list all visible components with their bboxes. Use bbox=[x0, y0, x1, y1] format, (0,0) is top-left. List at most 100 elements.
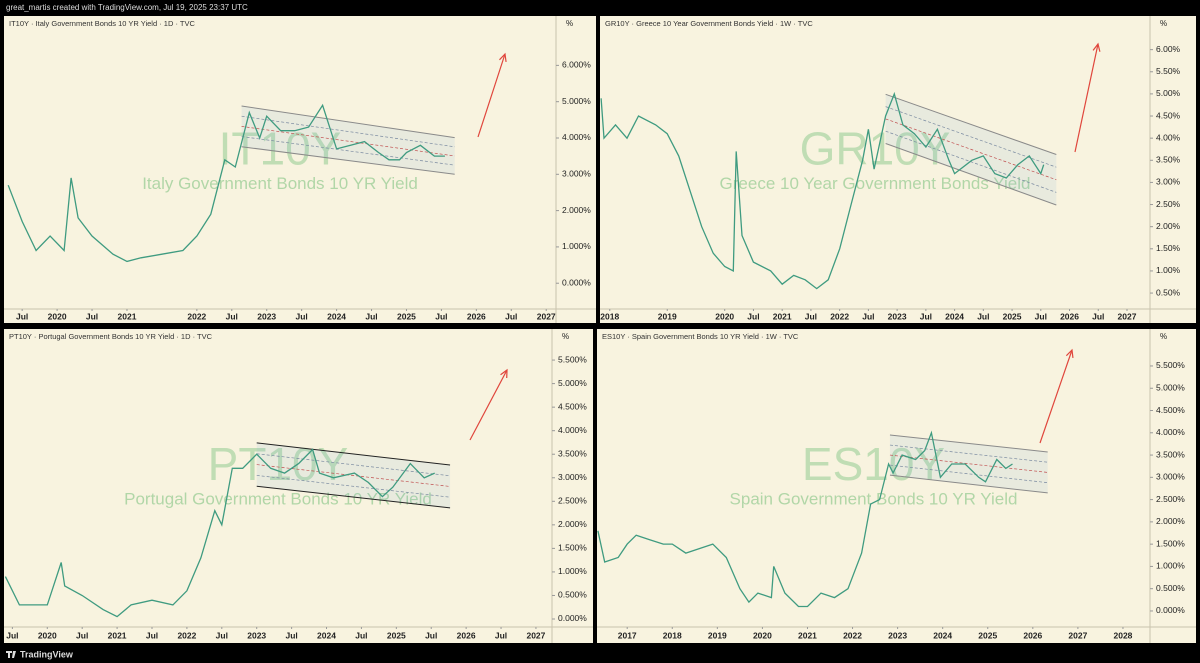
x-tick-label: 2017 bbox=[618, 630, 637, 640]
channel-lower bbox=[885, 142, 1057, 206]
channel-midline bbox=[256, 475, 451, 498]
arrow-head bbox=[1065, 348, 1074, 359]
y-tick-label: 3.00% bbox=[1156, 177, 1181, 187]
arrow bbox=[1039, 349, 1073, 444]
y-axis-label: % bbox=[566, 19, 573, 28]
y-tick-label: 4.00% bbox=[1156, 132, 1181, 142]
x-tick-label: 2024 bbox=[945, 311, 964, 321]
x-tick-label: 2027 bbox=[526, 630, 545, 640]
x-tick-label: Jul bbox=[805, 311, 817, 321]
y-tick-label: 5.000% bbox=[1156, 382, 1185, 392]
x-tick-label: 2026 bbox=[1023, 630, 1042, 640]
y-tick-label: 1.50% bbox=[1156, 243, 1181, 253]
x-tick-label: 2021 bbox=[798, 630, 817, 640]
watermark-description: Portugal Government Bonds 10 YR Yield bbox=[124, 489, 432, 508]
x-tick-label: Jul bbox=[495, 630, 507, 640]
plot-area: IT10YItaly Government Bonds 10 YR Yield bbox=[7, 103, 455, 263]
watermark-description: Italy Government Bonds 10 YR Yield bbox=[142, 174, 418, 193]
x-tick-label: 2021 bbox=[773, 311, 792, 321]
watermark-symbol: PT10Y bbox=[208, 438, 349, 490]
y-tick-label: 2.500% bbox=[558, 496, 587, 506]
watermark-description: Greece 10 Year Government Bonds Yield bbox=[720, 174, 1031, 193]
x-tick-label: 2020 bbox=[753, 630, 772, 640]
x-tick-label: Jul bbox=[216, 630, 228, 640]
x-tick-label: 2025 bbox=[387, 630, 406, 640]
y-tick-label: 3.000% bbox=[558, 472, 587, 482]
x-tick-label: Jul bbox=[296, 311, 308, 321]
x-tick-label: 2022 bbox=[830, 311, 849, 321]
channel-lower bbox=[241, 146, 455, 175]
channel-midline bbox=[889, 444, 1048, 463]
x-tick-label: 2019 bbox=[658, 311, 677, 321]
channel-midline bbox=[256, 464, 451, 487]
arrow bbox=[1074, 43, 1099, 153]
channel-upper bbox=[241, 105, 455, 139]
panel-background bbox=[597, 329, 1196, 643]
y-tick-label: 0.50% bbox=[1156, 287, 1181, 297]
channel-midline bbox=[241, 136, 455, 166]
x-tick-label: 2020 bbox=[38, 630, 57, 640]
y-axis-label: % bbox=[562, 332, 569, 341]
y-tick-label: 5.500% bbox=[558, 354, 587, 364]
price-line bbox=[4, 448, 435, 618]
y-tick-label: 5.00% bbox=[1156, 88, 1181, 98]
plot-area: PT10YPortugal Government Bonds 10 YR Yie… bbox=[4, 438, 451, 618]
x-tick-label: 2022 bbox=[187, 311, 206, 321]
y-tick-label: 3.500% bbox=[1156, 449, 1185, 459]
x-tick-label: 2028 bbox=[1113, 630, 1132, 640]
x-tick-label: 2018 bbox=[600, 311, 619, 321]
y-tick-label: 5.000% bbox=[558, 378, 587, 388]
x-tick-label: Jul bbox=[747, 311, 759, 321]
y-tick-label: 2.000% bbox=[558, 519, 587, 529]
y-tick-label: 2.50% bbox=[1156, 199, 1181, 209]
x-tick-label: 2026 bbox=[457, 630, 476, 640]
y-tick-label: 2.000% bbox=[1156, 516, 1185, 526]
arrow bbox=[469, 369, 508, 441]
x-tick-label: Jul bbox=[425, 630, 437, 640]
arrow-head bbox=[500, 368, 508, 379]
y-tick-label: 3.000% bbox=[1156, 472, 1185, 482]
panel-background bbox=[600, 16, 1196, 323]
x-tick-label: 2022 bbox=[177, 630, 196, 640]
arrow-head bbox=[499, 52, 507, 63]
y-tick-label: 4.000% bbox=[558, 425, 587, 435]
price-line bbox=[7, 103, 445, 263]
channel-midline bbox=[889, 454, 1048, 473]
y-tick-label: 1.000% bbox=[562, 241, 591, 251]
x-tick-label: Jul bbox=[226, 311, 238, 321]
x-tick-label: 2018 bbox=[663, 630, 682, 640]
x-tick-label: 2025 bbox=[1003, 311, 1022, 321]
x-tick-label: Jul bbox=[76, 630, 88, 640]
y-tick-label: 2.000% bbox=[562, 205, 591, 215]
x-tick-label: 2027 bbox=[1118, 311, 1137, 321]
x-tick-label: Jul bbox=[16, 311, 28, 321]
x-tick-label: 2023 bbox=[247, 630, 266, 640]
x-tick-label: Jul bbox=[6, 630, 18, 640]
channel bbox=[889, 434, 1048, 494]
x-tick-label: 2025 bbox=[978, 630, 997, 640]
x-tick-label: 2027 bbox=[1068, 630, 1087, 640]
chart-title: IT10Y · Italy Government Bonds 10 YR Yie… bbox=[9, 19, 196, 28]
y-tick-label: 3.500% bbox=[558, 448, 587, 458]
x-tick-label: 2021 bbox=[108, 630, 127, 640]
chart-title: GR10Y · Greece 10 Year Government Bonds … bbox=[605, 19, 813, 28]
y-tick-label: 0.000% bbox=[558, 613, 587, 623]
y-tick-label: 2.500% bbox=[1156, 494, 1185, 504]
channel-fill bbox=[889, 435, 1048, 493]
y-tick-label: 6.00% bbox=[1156, 44, 1181, 54]
arrow-head bbox=[1092, 42, 1101, 52]
y-tick-label: 5.000% bbox=[562, 96, 591, 106]
watermark-description: Spain Government Bonds 10 YR Yield bbox=[730, 489, 1018, 508]
footer-logo bbox=[6, 651, 16, 658]
channel-midline bbox=[885, 118, 1057, 181]
x-tick-label: Jul bbox=[1092, 311, 1104, 321]
x-tick-label: Jul bbox=[365, 311, 377, 321]
x-tick-label: Jul bbox=[146, 630, 158, 640]
x-tick-label: 2024 bbox=[327, 311, 346, 321]
y-tick-label: 2.00% bbox=[1156, 221, 1181, 231]
